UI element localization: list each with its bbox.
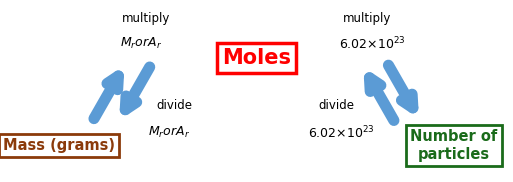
Text: $6.02{\times}10^{23}$: $6.02{\times}10^{23}$ [308,124,374,141]
Text: Mass (grams): Mass (grams) [3,138,115,153]
Text: Moles: Moles [222,48,291,68]
Text: $6.02{\times}10^{23}$: $6.02{\times}10^{23}$ [339,35,405,52]
Text: divide: divide [156,99,192,112]
Text: divide: divide [318,99,354,112]
Text: Number of
particles: Number of particles [410,129,498,162]
Text: $M_r\!\,orA_r$: $M_r\!\,orA_r$ [148,125,190,140]
Text: multiply: multiply [343,12,391,25]
Text: multiply: multiply [122,12,170,25]
Text: $M_r\!\,orA_r$: $M_r\!\,orA_r$ [120,36,162,51]
